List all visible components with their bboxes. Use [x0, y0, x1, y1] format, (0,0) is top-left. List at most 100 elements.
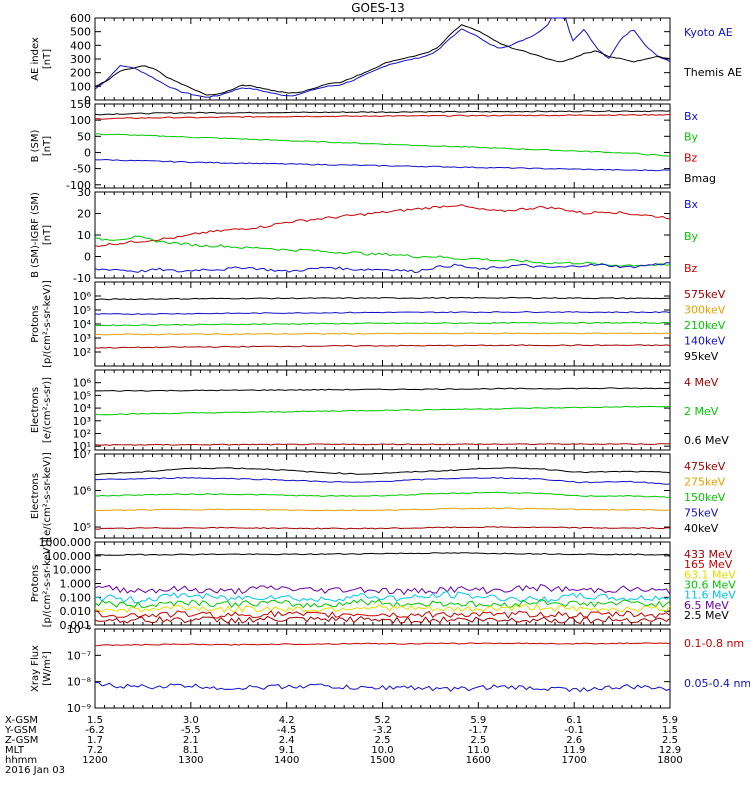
y-axis-unit: [nT] — [42, 136, 53, 156]
legend-label: 433 MeV — [684, 548, 733, 561]
y-tick-label: 0.001 — [60, 619, 92, 632]
legend-label: Bz — [684, 262, 698, 275]
y-tick-label: 100.000 — [46, 550, 92, 563]
panel-frame — [94, 191, 671, 279]
x-tick-value: 9.1 — [279, 745, 295, 756]
series-line-63-1-mev — [94, 603, 671, 614]
y-tick-label: 1000.000 — [39, 536, 92, 549]
series-line-150kev — [94, 491, 671, 498]
y-tick-label: 100 — [70, 114, 91, 127]
x-tick-value: 10.0 — [371, 745, 393, 756]
y-tick-label: 10⁻⁷ — [67, 649, 91, 662]
x-tick-value: 5.2 — [375, 715, 391, 726]
y-tick-label: 100 — [70, 80, 91, 93]
x-row-label: MLT — [5, 745, 25, 756]
x-tick-value: 11.9 — [563, 745, 585, 756]
legend-label: Themis AE — [683, 66, 742, 79]
series-line-475kev — [94, 526, 671, 530]
x-row-label: hhmm — [5, 755, 37, 766]
y-tick-label: 10⁶ — [73, 485, 92, 498]
series-line-0-6-mev — [94, 387, 671, 392]
x-tick-value: 1700 — [561, 755, 586, 766]
y-tick-label: 400 — [70, 39, 91, 52]
series-line-30-6-mev — [94, 598, 671, 609]
x-row-label: Y-GSM — [4, 725, 37, 736]
legend-label: 0.6 MeV — [684, 434, 729, 447]
y-tick-label: 10 — [77, 229, 91, 242]
y-tick-label: 0 — [84, 146, 91, 159]
y-tick-label: 0 — [84, 251, 91, 264]
series-line-433-mev — [94, 615, 671, 625]
x-tick-value: 6.1 — [566, 715, 582, 726]
legend-label: 210keV — [684, 319, 726, 332]
y-tick-label: 10.000 — [53, 564, 92, 577]
panel-protons2: 0.0010.0100.1001.00010.000100.0001000.00… — [30, 536, 736, 632]
series-line-bz — [94, 204, 671, 248]
series-line-300kev — [94, 332, 671, 336]
y-axis-label: B (SM) — [30, 129, 41, 162]
y-tick-label: 10⁵ — [73, 304, 91, 317]
legend-label: 75keV — [684, 507, 719, 520]
x-row-label: Z-GSM — [5, 735, 38, 746]
legend-label: 475keV — [684, 460, 726, 473]
series-line-4-mev — [94, 443, 671, 446]
y-tick-label: 10² — [73, 346, 91, 359]
series-line-40kev — [94, 467, 671, 475]
y-tick-label: 300 — [70, 53, 91, 66]
legend-label: 165 MeV — [684, 558, 733, 571]
x-tick-value: 8.1 — [183, 745, 199, 756]
y-axis-unit: [e/(cm²-s-sr-keV)] — [42, 452, 53, 540]
panel-electrons2: 10⁵ 10⁶ 10⁷ Electrons [e/(cm²-s-sr-keV)] 475k… — [30, 448, 726, 540]
legend-label: Bx — [684, 198, 699, 211]
series-line-0-05-0-4-nm — [94, 682, 671, 693]
x-tick-value: 1200 — [82, 755, 107, 766]
x-tick-value: 2.5 — [375, 735, 391, 746]
x-tick-value: 3.0 — [183, 715, 199, 726]
x-tick-value: -4.5 — [277, 725, 297, 736]
panel-bigrf: -10 0 10 20 30 B (SM)-IGRF (SM) [nT] Bx By Bz — [30, 186, 699, 285]
legend-label: Kyoto AE — [684, 26, 733, 39]
y-axis-label: Electrons — [30, 473, 41, 519]
x-tick-value: -6.2 — [85, 725, 105, 736]
legend-label: 40keV — [684, 522, 719, 535]
y-tick-label: 50 — [77, 130, 91, 143]
legend-label: 6.5 MeV — [684, 599, 729, 612]
y-tick-label: 10⁴ — [73, 402, 92, 415]
legend-label: 140keV — [684, 335, 726, 348]
x-tick-value: 12.9 — [659, 745, 681, 756]
series-line-275kev — [94, 507, 671, 512]
series-line-140kev — [94, 310, 671, 315]
series-line-themis-ae — [94, 24, 671, 96]
legend-label: 63.1 MeV — [684, 568, 736, 581]
series-line-bx — [94, 262, 671, 274]
legend-label: 30.6 MeV — [684, 579, 736, 592]
series-line-6-5-mev — [94, 584, 671, 596]
legend-label: 2.5 MeV — [684, 609, 729, 622]
x-tick-value: 5.9 — [662, 715, 678, 726]
legend-label: Bmag — [684, 172, 716, 185]
y-tick-label: 150 — [70, 98, 91, 111]
y-axis-label: Electrons — [30, 387, 41, 433]
x-tick-value: 7.2 — [87, 745, 103, 756]
legend-label: 300keV — [684, 304, 726, 317]
y-tick-label: 10⁷ — [73, 448, 91, 461]
panel-xray: 10⁻⁹ 10⁻⁸ 10⁻⁷ 10⁻⁶ Xray Flux [W/m²] 0.1-0.8 n… — [30, 623, 750, 715]
y-tick-label: -10 — [73, 272, 91, 285]
x-tick-value: 1800 — [657, 755, 682, 766]
series-line-2-mev — [94, 405, 671, 416]
y-tick-label: 10⁻⁹ — [67, 702, 91, 715]
legend-label: 2 MeV — [684, 405, 719, 418]
x-tick-value: 2.1 — [183, 735, 199, 746]
legend-label: Bx — [684, 110, 699, 123]
panel-bsm: -100 -50 0 50 100 150 B (SM) [nT] Bx By Bz Bmag — [30, 98, 716, 192]
series-line-575kev — [94, 344, 671, 349]
legend-label: By — [684, 131, 699, 144]
legend-label: 11.6 MeV — [684, 589, 736, 602]
x-tick-value: -1.7 — [469, 725, 489, 736]
y-axis-unit: [W/m²] — [42, 651, 53, 686]
